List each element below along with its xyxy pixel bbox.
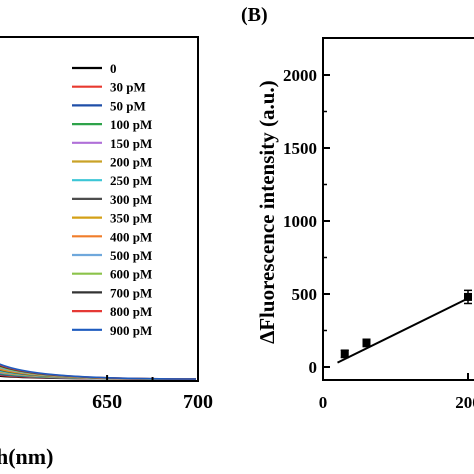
legend-label: 300 pM — [110, 192, 152, 207]
legend-label: 50 pM — [110, 98, 146, 113]
panel-b-y-axis-label: ∆Fluorescence intensity (a.u.) — [255, 80, 279, 343]
legend-label: 150 pM — [110, 136, 152, 151]
panel-b: (B) 0 500 1000 1500 2000 0 200 ∆Fluorescence … — [241, 4, 474, 412]
spectra-curves — [0, 363, 197, 380]
data-point — [362, 338, 371, 347]
legend-label: 700 pM — [110, 285, 152, 300]
legend-label: 0 — [110, 61, 117, 76]
data-points — [340, 289, 472, 359]
linear-fit-line — [337, 297, 469, 364]
data-point — [340, 349, 349, 358]
fit-line — [337, 297, 469, 364]
legend-label: 350 pM — [110, 211, 152, 226]
legend-label: 30 pM — [110, 80, 146, 95]
legend-label: 200 pM — [110, 155, 152, 170]
panel-b-y-tick-label: 1000 — [283, 212, 317, 231]
legend-label: 100 pM — [110, 117, 152, 132]
legend-label: 600 pM — [110, 267, 152, 282]
panel-a: 0 30 pM 50 pM 100 pM 150 pM 200 pM 250 pM 300 p… — [0, 36, 213, 469]
panel-a-x-axis-label: h(nm) — [0, 444, 53, 469]
panel-a-x-ticks: 650 700 — [92, 375, 213, 413]
spectrum-curve — [0, 363, 197, 380]
legend-label: 500 pM — [110, 248, 152, 263]
panel-a-x-tick-label: 650 — [92, 391, 122, 413]
panel-b-label: (B) — [241, 4, 268, 26]
panel-b-y-tick-label: 2000 — [283, 66, 317, 85]
panel-b-plot-frame — [322, 37, 474, 381]
panel-b-x-tick-label: 200 — [455, 393, 474, 412]
legend-label: 400 pM — [110, 229, 152, 244]
legend-label: 900 pM — [110, 323, 152, 338]
legend-label: 800 pM — [110, 304, 152, 319]
legend: 0 30 pM 50 pM 100 pM 150 pM 200 pM 250 pM 300 p… — [72, 61, 152, 338]
panel-b-x-ticks: 0 200 — [319, 373, 474, 412]
panel-b-x-tick-label: 0 — [319, 393, 328, 412]
panel-b-y-tick-label: 1500 — [283, 139, 317, 158]
panel-a-x-tick-label: 700 — [183, 391, 213, 413]
panel-b-y-ticks: 0 500 1000 1500 2000 — [283, 66, 330, 377]
legend-label: 250 pM — [110, 173, 152, 188]
panel-b-y-tick-label: 0 — [309, 358, 318, 377]
panel-b-y-tick-label: 500 — [292, 285, 318, 304]
data-point — [464, 292, 472, 301]
panel-a-plot-frame — [0, 36, 199, 382]
